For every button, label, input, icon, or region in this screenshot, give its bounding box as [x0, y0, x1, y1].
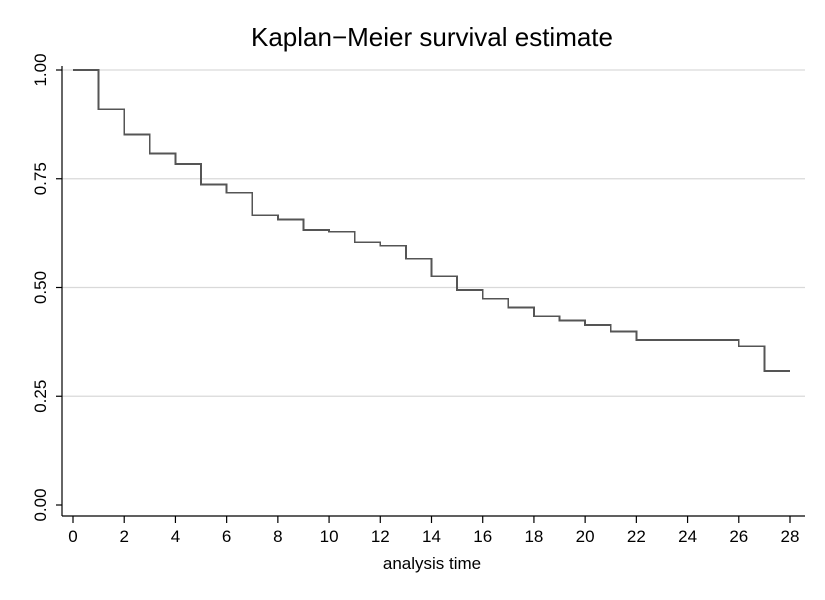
x-tick-label: 0: [68, 527, 77, 546]
x-tick-label: 28: [781, 527, 800, 546]
y-tick-label: 0.50: [31, 271, 50, 304]
axis-layer: 0.000.250.500.751.000 2 4 6 8 10 12 14 16 18 20 22 2…: [31, 53, 805, 546]
y-tick-label: 0.25: [31, 380, 50, 413]
x-tick-label: 14: [422, 527, 441, 546]
y-tick-label: 1.00: [31, 53, 50, 86]
series-layer: [73, 69, 790, 372]
x-tick-label: 6: [222, 527, 231, 546]
x-tick-label: 2: [119, 527, 128, 546]
y-tick-label: 0.75: [31, 162, 50, 195]
chart-title: Kaplan−Meier survival estimate: [251, 22, 613, 52]
grid-layer: [62, 69, 805, 397]
x-tick-label: 10: [320, 527, 339, 546]
x-tick-label: 20: [576, 527, 595, 546]
x-tick-label: 24: [678, 527, 697, 546]
x-tick-label: 8: [273, 527, 282, 546]
x-axis-title: analysis time: [383, 554, 481, 573]
x-tick-label: 4: [171, 527, 180, 546]
survival-step-line: [73, 69, 790, 372]
y-tick-label: 0.00: [31, 488, 50, 521]
x-tick-label: 18: [524, 527, 543, 546]
x-tick-label: 26: [729, 527, 748, 546]
x-tick-label: 12: [371, 527, 390, 546]
x-tick-label: 22: [627, 527, 646, 546]
x-tick-label: 16: [473, 527, 492, 546]
